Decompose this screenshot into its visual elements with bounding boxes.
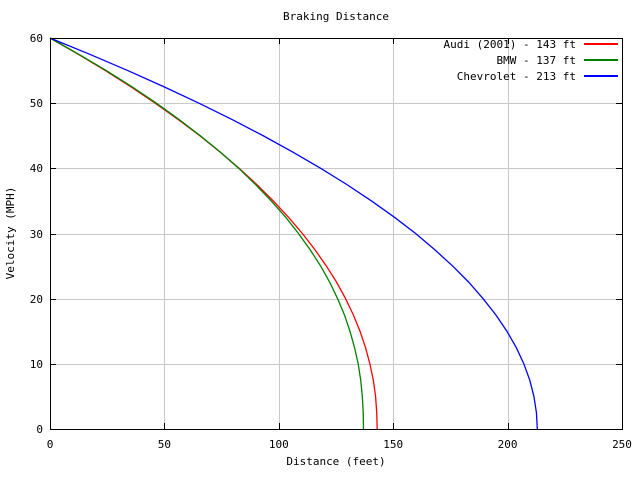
legend-line-sample-bmw — [584, 59, 618, 61]
curve-audi-2001 — [49, 37, 378, 430]
legend-line-sample-audi — [584, 43, 618, 45]
y-tick-label: 60 — [29, 32, 43, 45]
legend-label-audi: Audi (2001) - 143 ft — [443, 37, 576, 51]
legend-item-bmw: BMW - 137 ft — [497, 52, 618, 68]
y-tick-label: 0 — [36, 423, 43, 436]
curve-bmw — [49, 37, 365, 430]
legend-label-chevrolet: Chevrolet - 213 ft — [456, 69, 576, 83]
x-tick-label: 200 — [497, 438, 518, 451]
data-curves — [49, 37, 538, 430]
x-axis-label: Distance (feet) — [286, 455, 386, 468]
legend-label-bmw: BMW - 137 ft — [496, 53, 576, 67]
y-tick-label: 30 — [29, 227, 43, 241]
tick-marks — [50, 38, 623, 430]
legend-item-audi: Audi (2001) - 143 ft — [444, 36, 618, 52]
legend-line-sample-chevrolet — [584, 75, 618, 77]
y-tick-label: 50 — [29, 97, 43, 111]
chart-title: Braking Distance — [283, 10, 389, 23]
y-tick-label: 20 — [29, 292, 43, 306]
curve-chevrolet — [49, 37, 538, 430]
y-tick-label: 40 — [29, 162, 43, 176]
legend: Audi (2001) - 143 ft BMW - 137 ft Chevro… — [444, 36, 618, 84]
plot-frame — [50, 38, 623, 430]
x-tick-label: 250 — [612, 438, 632, 451]
y-tick-label: 10 — [29, 357, 43, 371]
x-tick-label: 50 — [157, 438, 172, 451]
x-tick-label: 100 — [268, 438, 289, 451]
x-tick-label: 0 — [46, 438, 54, 451]
x-tick-label: 150 — [383, 438, 404, 451]
legend-item-chevrolet: Chevrolet - 213 ft — [457, 68, 618, 84]
grid-lines — [50, 38, 622, 429]
